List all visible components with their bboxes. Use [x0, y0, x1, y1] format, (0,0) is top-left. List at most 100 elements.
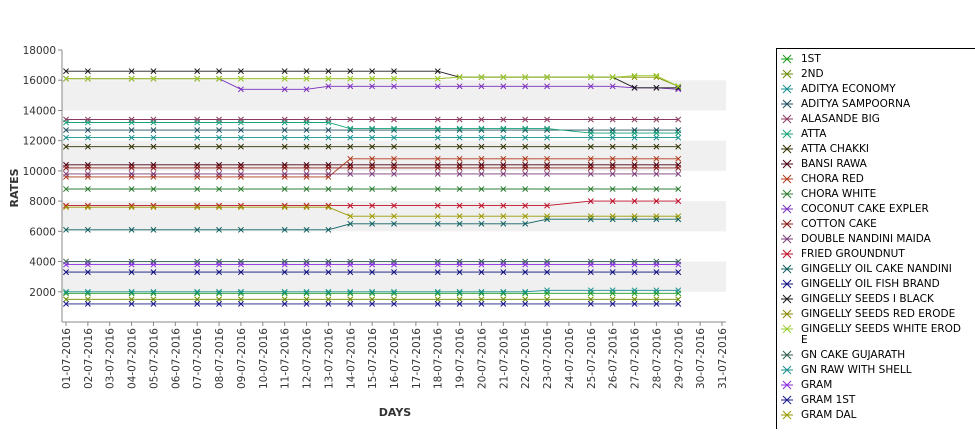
legend-marker	[781, 279, 793, 289]
data-point	[609, 269, 616, 276]
data-point	[456, 74, 463, 81]
data-point	[609, 186, 616, 192]
x-tick-label: 21-07-2016	[498, 328, 510, 389]
data-point	[303, 300, 310, 307]
data-point	[587, 296, 594, 303]
legend-marker	[781, 380, 793, 390]
x-tick-label: 03-07-2016	[105, 328, 117, 389]
data-point	[303, 226, 310, 233]
data-point	[631, 84, 638, 91]
data-point	[391, 134, 397, 141]
data-point	[478, 116, 485, 123]
data-point	[128, 300, 135, 307]
data-point	[237, 204, 244, 211]
data-point	[63, 75, 69, 82]
data-point	[544, 83, 551, 90]
data-point	[63, 127, 69, 134]
data-point	[216, 288, 223, 295]
data-point	[544, 74, 551, 81]
data-point	[675, 300, 682, 307]
data-point	[325, 226, 332, 233]
y-tick-label: 6000	[29, 226, 56, 238]
data-point	[237, 226, 244, 233]
x-tick-label: 10-07-2016	[258, 328, 270, 389]
data-point	[347, 164, 354, 171]
data-point	[675, 155, 682, 162]
x-tick-label: 26-07-2016	[608, 328, 620, 389]
legend-label: DOUBLE NANDINI MAIDA	[801, 233, 931, 245]
data-point	[500, 213, 507, 220]
data-point	[478, 288, 485, 295]
data-point	[84, 134, 91, 141]
y-tick-label: 10000	[23, 166, 56, 178]
legend-label: ATTA CHAKKI	[801, 143, 869, 155]
data-point	[391, 261, 397, 268]
data-point	[347, 213, 354, 220]
data-point	[303, 86, 310, 93]
data-point	[631, 300, 638, 307]
data-point	[216, 300, 223, 307]
data-point	[587, 261, 594, 268]
data-point	[478, 164, 485, 171]
legend-label: GN RAW WITH SHELL	[801, 364, 912, 376]
data-point	[216, 127, 223, 134]
legend-label: FRIED GROUNDNUT	[801, 248, 905, 260]
data-point	[237, 143, 244, 150]
data-point	[303, 75, 310, 82]
data-point	[63, 226, 69, 233]
legend-label: GRAM 1ST	[801, 394, 856, 406]
data-point	[194, 296, 201, 303]
data-point	[128, 119, 135, 126]
data-point	[369, 288, 376, 295]
data-point	[609, 74, 616, 81]
data-point	[456, 300, 463, 307]
data-point	[150, 134, 157, 141]
data-point	[216, 143, 223, 150]
data-point	[84, 300, 91, 307]
data-point	[544, 186, 551, 192]
legend-marker	[781, 69, 793, 79]
series-gram	[63, 261, 682, 268]
data-point	[456, 164, 463, 171]
data-point	[128, 296, 135, 303]
data-point	[325, 296, 332, 303]
data-point	[434, 116, 441, 123]
data-point	[653, 134, 660, 141]
legend-marker	[781, 395, 793, 405]
x-tick-label: 08-07-2016	[214, 328, 226, 389]
data-point	[653, 143, 660, 150]
data-point	[500, 186, 507, 192]
series-line	[66, 218, 679, 231]
data-point	[281, 143, 288, 150]
data-point	[456, 288, 463, 295]
series-gram-dal	[63, 204, 682, 220]
x-tick-label: 04-07-2016	[127, 328, 139, 389]
data-point	[347, 75, 354, 82]
y-tick-label: 12000	[23, 136, 56, 148]
data-point	[675, 143, 682, 150]
data-point	[391, 202, 397, 209]
data-point	[369, 164, 376, 171]
y-tick-label: 18000	[23, 45, 56, 57]
legend-label: GINGELLY SEEDS I BLACK	[801, 293, 934, 305]
data-point	[281, 296, 288, 303]
data-point	[347, 220, 354, 227]
legend-marker	[781, 159, 793, 169]
legend-label: GN CAKE GUJARATH	[801, 349, 906, 361]
data-point	[150, 143, 157, 150]
legend-marker	[781, 54, 793, 64]
data-point	[128, 164, 135, 171]
data-point	[631, 164, 638, 171]
x-tick-label: 29-07-2016	[673, 328, 685, 389]
data-point	[237, 127, 244, 134]
data-point	[631, 287, 638, 294]
data-point	[194, 226, 201, 233]
data-point	[478, 74, 485, 81]
data-point	[500, 288, 507, 295]
data-point	[609, 83, 616, 90]
legend-marker	[781, 204, 793, 214]
data-point	[587, 83, 594, 90]
x-tick-label: 22-07-2016	[520, 328, 532, 389]
data-point	[653, 213, 660, 220]
